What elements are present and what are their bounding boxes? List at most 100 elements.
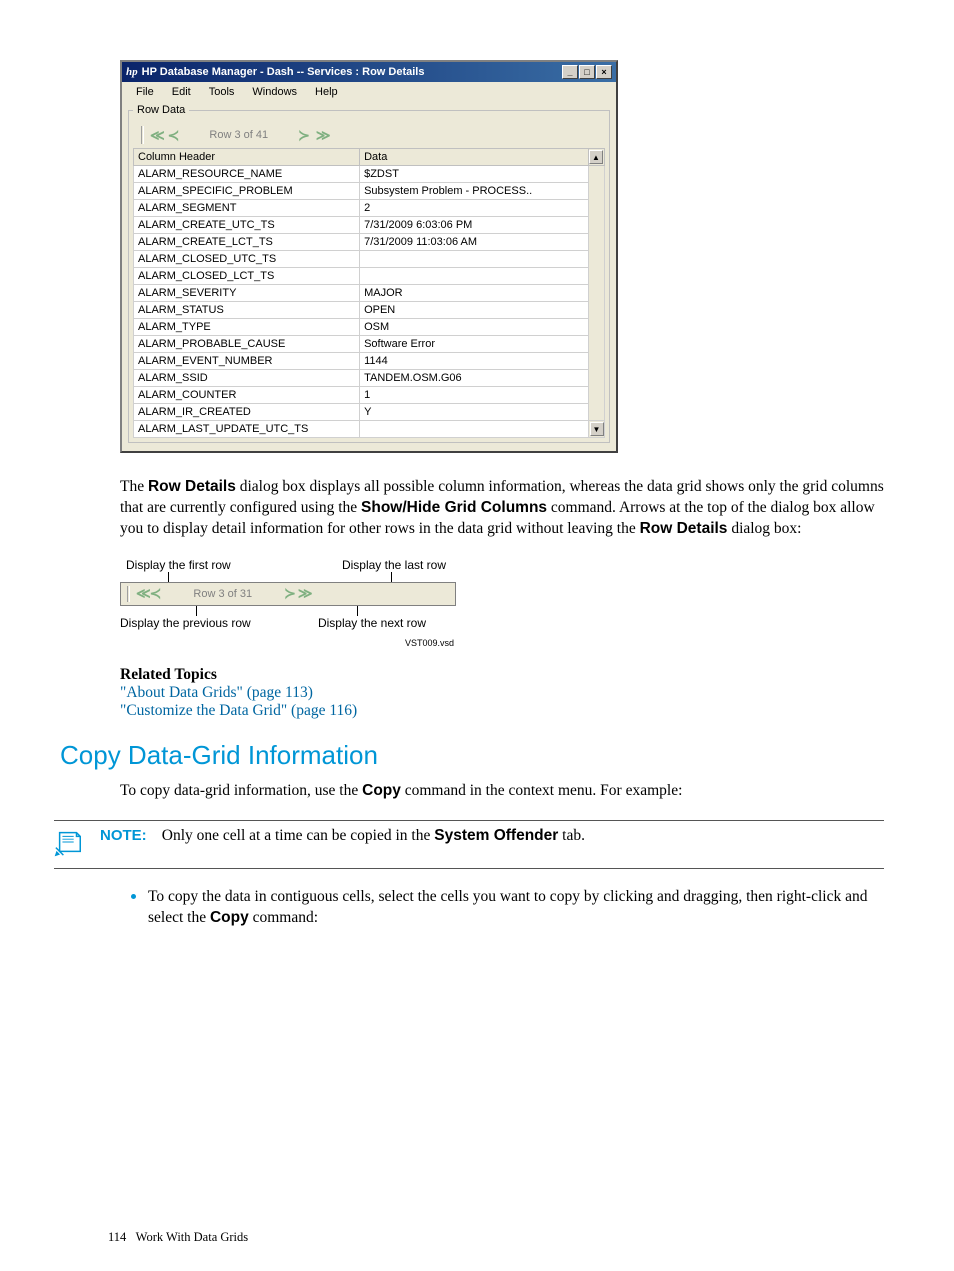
scroll-up-button[interactable]: ▲ [589, 150, 603, 164]
cell-data[interactable] [360, 251, 589, 268]
cell-data[interactable] [360, 421, 589, 438]
cell-data[interactable]: 7/31/2009 6:03:06 PM [360, 217, 589, 234]
menu-tools[interactable]: Tools [201, 84, 243, 100]
cell-column-header[interactable]: ALARM_STATUS [134, 302, 360, 319]
toolbar-separator-icon [141, 126, 144, 144]
related-topics-heading: Related Topics [120, 666, 884, 684]
cell-column-header[interactable]: ALARM_PROBABLE_CAUSE [134, 336, 360, 353]
paragraph-row-details-description: The Row Details dialog box displays all … [120, 477, 884, 540]
table-row: ALARM_IR_CREATEDY [134, 404, 605, 421]
table-row: ALARM_SEGMENT2 [134, 200, 605, 217]
row-position-label: Row 3 of 31 [163, 588, 282, 600]
cell-column-header[interactable]: ALARM_SSID [134, 370, 360, 387]
paragraph-copy-intro: To copy data-grid information, use the C… [120, 781, 884, 802]
label-last-row: Display the last row [342, 558, 446, 572]
menu-file[interactable]: File [128, 84, 162, 100]
next-row-icon: ≻ [284, 585, 296, 602]
table-row: ALARM_SPECIFIC_PROBLEMSubsystem Problem … [134, 183, 605, 200]
cell-data[interactable]: MAJOR [360, 285, 589, 302]
cell-data[interactable]: 1144 [360, 353, 589, 370]
cell-column-header[interactable]: ALARM_CLOSED_UTC_TS [134, 251, 360, 268]
scrollbar-track[interactable] [589, 166, 605, 421]
fieldset-legend: Row Data [133, 104, 189, 116]
cell-column-header[interactable]: ALARM_EVENT_NUMBER [134, 353, 360, 370]
cell-column-header[interactable]: ALARM_SPECIFIC_PROBLEM [134, 183, 360, 200]
cell-data[interactable] [360, 268, 589, 285]
menu-help[interactable]: Help [307, 84, 346, 100]
link-about-data-grids[interactable]: "About Data Grids" (page 113) [120, 684, 884, 702]
menu-windows[interactable]: Windows [244, 84, 305, 100]
first-row-button[interactable]: ≪ [150, 127, 162, 144]
table-row: ALARM_STATUSOPEN [134, 302, 605, 319]
table-row: ALARM_LAST_UPDATE_UTC_TS ▼ [134, 421, 605, 438]
cell-column-header[interactable]: ALARM_IR_CREATED [134, 404, 360, 421]
table-row: ALARM_CLOSED_UTC_TS [134, 251, 605, 268]
menubar: File Edit Tools Windows Help [122, 82, 616, 102]
cell-column-header[interactable]: ALARM_CLOSED_LCT_TS [134, 268, 360, 285]
row-data-table: Column Header Data ▲ ALARM_RESOURCE_NAME… [133, 148, 605, 438]
cell-data[interactable]: Y [360, 404, 589, 421]
cell-data[interactable]: Software Error [360, 336, 589, 353]
nav-toolbar: ≪ ≺ Row 3 of 41 ≻ ≫ [133, 122, 605, 148]
label-first-row: Display the first row [126, 558, 231, 572]
table-row: ALARM_PROBABLE_CAUSESoftware Error [134, 336, 605, 353]
table-row: ALARM_CREATE_UTC_TS7/31/2009 6:03:06 PM [134, 217, 605, 234]
row-data-fieldset: Row Data ≪ ≺ Row 3 of 41 ≻ ≫ Column Head… [128, 104, 610, 443]
cell-data[interactable]: OPEN [360, 302, 589, 319]
menu-edit[interactable]: Edit [164, 84, 199, 100]
cell-column-header[interactable]: ALARM_CREATE_LCT_TS [134, 234, 360, 251]
note-label: NOTE: [100, 827, 147, 844]
minimize-button[interactable]: _ [562, 65, 578, 79]
table-row: ALARM_TYPEOSM [134, 319, 605, 336]
cell-data[interactable]: 2 [360, 200, 589, 217]
page-number: 114 [108, 1230, 126, 1244]
cell-column-header[interactable]: ALARM_TYPE [134, 319, 360, 336]
first-row-icon: ≪ [132, 585, 148, 602]
next-row-button[interactable]: ≻ [298, 127, 310, 144]
cell-data[interactable]: 7/31/2009 11:03:06 AM [360, 234, 589, 251]
label-prev-row: Display the previous row [120, 616, 251, 630]
last-row-icon: ≫ [298, 585, 310, 602]
row-details-dialog: hp HP Database Manager - Dash -- Service… [120, 60, 618, 453]
nav-arrows-diagram: Display the first row Display the last r… [120, 558, 456, 648]
maximize-button[interactable]: □ [579, 65, 595, 79]
cell-column-header[interactable]: ALARM_SEGMENT [134, 200, 360, 217]
table-row: ALARM_SEVERITYMAJOR [134, 285, 605, 302]
column-header-label: Column Header [134, 149, 360, 166]
cell-data[interactable]: $ZDST [360, 166, 589, 183]
section-heading-copy-data-grid: Copy Data-Grid Information [60, 740, 884, 771]
prev-row-button[interactable]: ≺ [168, 127, 180, 144]
cell-column-header[interactable]: ALARM_CREATE_UTC_TS [134, 217, 360, 234]
titlebar: hp HP Database Manager - Dash -- Service… [122, 62, 616, 82]
footer-chapter-title: Work With Data Grids [136, 1230, 248, 1244]
column-data-label: Data [360, 149, 589, 166]
cell-data[interactable]: 1 [360, 387, 589, 404]
toolbar-separator-icon [127, 586, 130, 602]
prev-row-icon: ≺ [150, 585, 162, 602]
note-icon [54, 827, 84, 862]
cell-column-header[interactable]: ALARM_LAST_UPDATE_UTC_TS [134, 421, 360, 438]
diagram-filename: VST009.vsd [120, 638, 456, 648]
list-item: To copy the data in contiguous cells, se… [148, 883, 884, 929]
page-footer: 114 Work With Data Grids [108, 1230, 248, 1245]
close-button[interactable]: × [596, 65, 612, 79]
window-title: HP Database Manager - Dash -- Services :… [142, 66, 425, 78]
cell-data[interactable]: TANDEM.OSM.G06 [360, 370, 589, 387]
link-customize-data-grid[interactable]: "Customize the Data Grid" (page 116) [120, 702, 884, 720]
last-row-button[interactable]: ≫ [316, 127, 328, 144]
copy-instructions-list: To copy the data in contiguous cells, se… [120, 883, 884, 929]
cell-column-header[interactable]: ALARM_COUNTER [134, 387, 360, 404]
cell-column-header[interactable]: ALARM_RESOURCE_NAME [134, 166, 360, 183]
label-next-row: Display the next row [318, 616, 426, 630]
table-row: ALARM_RESOURCE_NAME$ZDST [134, 166, 605, 183]
table-row: ALARM_COUNTER1 [134, 387, 605, 404]
cell-data[interactable]: Subsystem Problem - PROCESS.. [360, 183, 589, 200]
table-row: ALARM_EVENT_NUMBER1144 [134, 353, 605, 370]
cell-data[interactable]: OSM [360, 319, 589, 336]
cell-column-header[interactable]: ALARM_SEVERITY [134, 285, 360, 302]
table-row: ALARM_CREATE_LCT_TS7/31/2009 11:03:06 AM [134, 234, 605, 251]
row-position-label: Row 3 of 41 [185, 129, 292, 141]
scroll-down-button[interactable]: ▼ [590, 422, 604, 436]
note-block: NOTE: Only one cell at a time can be cop… [54, 820, 884, 869]
scroll-down-cell: ▼ [589, 421, 605, 438]
